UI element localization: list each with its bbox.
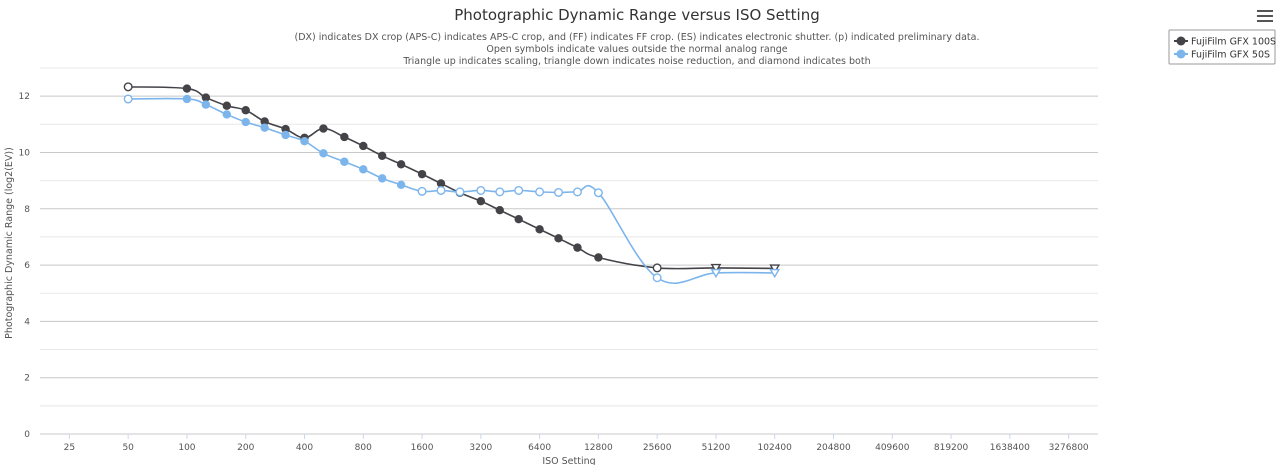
data-point-fujifilm-gfx-50s[interactable] <box>359 165 368 174</box>
data-point-open-fujifilm-gfx-50s[interactable] <box>514 185 524 195</box>
data-point-fujifilm-gfx-100s[interactable] <box>573 243 582 252</box>
x-tick-label: 204800 <box>816 443 851 453</box>
x-axis-tick-labels: 25 50 100 200 400 800 1600 3200 6400 12800 25600 51… <box>64 434 1089 453</box>
data-point-open-fujifilm-gfx-50s[interactable] <box>554 187 564 197</box>
series-line-fujifilm-gfx-50s <box>128 97 775 284</box>
x-tick-label: 1600 <box>411 443 434 453</box>
data-point-fujifilm-gfx-100s[interactable] <box>182 84 192 93</box>
data-point-triangle-down-fujifilm-gfx-50s[interactable] <box>769 268 781 279</box>
x-tick-label: 3276800 <box>1049 443 1089 453</box>
data-point-open-fujifilm-gfx-50s[interactable] <box>652 273 662 283</box>
x-tick-label: 819200 <box>934 443 969 453</box>
data-point-fujifilm-gfx-50s[interactable] <box>201 100 211 109</box>
data-point-fujifilm-gfx-100s[interactable] <box>377 151 387 161</box>
data-point-fujifilm-gfx-50s[interactable] <box>260 123 269 132</box>
data-point-fujifilm-gfx-50s[interactable] <box>396 180 406 190</box>
chart-subtitle-line-1: (DX) indicates DX crop (APS-C) indicates… <box>295 32 980 43</box>
legend[interactable]: FujiFilm GFX 100S FujiFilm GFX 50S <box>1168 29 1276 65</box>
y-axis-tick-labels: 0 2 4 6 8 10 12 <box>19 92 31 440</box>
data-point-triangle-down-fujifilm-gfx-50s[interactable] <box>710 268 722 279</box>
chart-subtitle-line-2: Open symbols indicate values outside the… <box>486 44 787 55</box>
x-tick-label: 102400 <box>758 443 793 453</box>
data-point-open-fujifilm-gfx-50s[interactable] <box>123 94 133 104</box>
data-point-open-fujifilm-gfx-50s[interactable] <box>476 185 486 195</box>
data-point-fujifilm-gfx-100s[interactable] <box>476 196 486 206</box>
data-point-open-fujifilm-gfx-50s[interactable] <box>572 187 582 197</box>
data-point-fujifilm-gfx-50s[interactable] <box>377 174 387 183</box>
data-point-fujifilm-gfx-100s[interactable] <box>594 253 603 262</box>
data-point-fujifilm-gfx-100s[interactable] <box>535 225 544 234</box>
legend-marker-gfx-100s <box>1176 36 1186 46</box>
x-tick-label: 25600 <box>643 443 672 453</box>
x-tick-label: 200 <box>237 443 254 453</box>
data-point-fujifilm-gfx-100s[interactable] <box>495 205 504 215</box>
x-tick-label: 800 <box>355 443 372 453</box>
x-tick-label: 3200 <box>469 443 492 453</box>
x-tick-label: 409600 <box>875 443 910 453</box>
data-point-fujifilm-gfx-100s[interactable] <box>359 141 368 151</box>
x-tick-label: 6400 <box>528 443 551 453</box>
data-point-triangle-down-fujifilm-gfx-100s[interactable] <box>710 263 722 274</box>
legend-box <box>1168 29 1276 65</box>
y-tick-label: 6 <box>24 261 30 271</box>
y-tick-label: 2 <box>24 374 30 384</box>
series-markers <box>123 82 781 283</box>
data-point-fujifilm-gfx-100s[interactable] <box>319 124 328 133</box>
data-point-fujifilm-gfx-100s[interactable] <box>340 132 349 142</box>
legend-item-gfx-50s[interactable]: FujiFilm GFX 50S <box>1191 50 1270 61</box>
chart-subtitle-line-3: Triangle up indicates scaling, triangle … <box>402 56 870 67</box>
hamburger-menu-icon[interactable] <box>1256 8 1274 24</box>
y-tick-label: 12 <box>19 92 30 102</box>
data-point-open-fujifilm-gfx-100s[interactable] <box>652 263 662 273</box>
x-axis-title: ISO Setting <box>542 456 595 465</box>
data-point-fujifilm-gfx-50s[interactable] <box>281 130 290 140</box>
data-point-fujifilm-gfx-50s[interactable] <box>182 94 192 104</box>
data-point-fujifilm-gfx-100s[interactable] <box>436 179 446 188</box>
data-point-fujifilm-gfx-50s[interactable] <box>319 149 328 158</box>
y-tick-label: 4 <box>24 317 30 327</box>
data-point-fujifilm-gfx-100s[interactable] <box>554 234 563 243</box>
data-point-fujifilm-gfx-100s[interactable] <box>281 124 290 134</box>
data-point-open-fujifilm-gfx-50s[interactable] <box>417 186 427 196</box>
data-point-fujifilm-gfx-50s[interactable] <box>340 157 349 166</box>
data-point-fujifilm-gfx-100s[interactable] <box>201 93 211 102</box>
menu-bar-bottom <box>1257 20 1273 22</box>
menu-bar-middle <box>1257 15 1273 17</box>
y-tick-label: 0 <box>24 430 30 440</box>
data-point-open-fujifilm-gfx-50s[interactable] <box>436 185 446 195</box>
chart-title: Photographic Dynamic Range versus ISO Se… <box>454 6 820 24</box>
data-point-fujifilm-gfx-50s[interactable] <box>241 117 250 127</box>
data-point-open-fujifilm-gfx-100s[interactable] <box>123 82 133 92</box>
data-point-fujifilm-gfx-100s[interactable] <box>260 117 269 126</box>
data-point-open-fujifilm-gfx-50s[interactable] <box>495 187 505 197</box>
x-tick-label: 51200 <box>702 443 731 453</box>
data-point-triangle-down-fujifilm-gfx-100s[interactable] <box>769 264 781 274</box>
data-point-fujifilm-gfx-100s[interactable] <box>241 106 250 115</box>
y-tick-label: 8 <box>24 205 30 215</box>
x-tick-label: 50 <box>122 443 134 453</box>
x-tick-label: 400 <box>296 443 313 453</box>
data-point-fujifilm-gfx-100s[interactable] <box>396 160 406 169</box>
data-point-fujifilm-gfx-50s[interactable] <box>300 137 309 146</box>
data-point-fujifilm-gfx-50s[interactable] <box>222 110 231 119</box>
data-point-fujifilm-gfx-100s[interactable] <box>222 101 231 110</box>
y-axis-title: Photographic Dynamic Range (log2(EV)) <box>4 147 15 339</box>
x-tick-label: 1638400 <box>990 443 1030 453</box>
legend-item-gfx-100s[interactable]: FujiFilm GFX 100S <box>1191 37 1276 48</box>
data-point-open-fujifilm-gfx-50s[interactable] <box>455 187 465 197</box>
legend-marker-gfx-50s <box>1176 49 1186 59</box>
data-point-fujifilm-gfx-100s[interactable] <box>417 169 427 179</box>
data-point-open-fujifilm-gfx-50s[interactable] <box>535 187 545 197</box>
x-tick-label: 25 <box>64 443 75 453</box>
x-tick-label: 100 <box>178 443 195 453</box>
y-tick-label: 10 <box>19 148 31 158</box>
grid-lines <box>40 67 1098 435</box>
x-tick-label: 12800 <box>584 443 613 453</box>
data-point-fujifilm-gfx-100s[interactable] <box>514 214 523 224</box>
data-point-open-fujifilm-gfx-50s[interactable] <box>593 188 603 198</box>
menu-bar-top <box>1257 10 1273 12</box>
